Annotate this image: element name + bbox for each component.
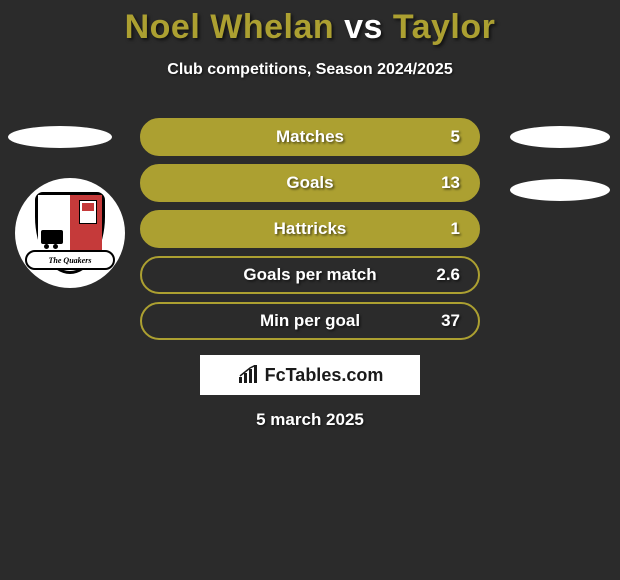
stat-bars: Matches 5 Goals 13 Hattricks 1 Goals per… xyxy=(140,118,480,348)
title-player2: Taylor xyxy=(383,8,495,46)
bar-min-per-goal: Min per goal 37 xyxy=(140,302,480,340)
club-crest: The Quakers xyxy=(15,178,125,288)
bar-label: Goals per match xyxy=(142,265,478,285)
bar-label: Matches xyxy=(142,127,478,147)
bars-icon xyxy=(237,365,261,385)
avatar-placeholder-right-1 xyxy=(510,126,610,148)
page-title: Noel Whelan vs Taylor xyxy=(0,0,620,47)
title-vs: vs xyxy=(344,8,383,46)
crest-ribbon: The Quakers xyxy=(25,250,115,270)
footer-date: 5 march 2025 xyxy=(0,410,620,430)
bar-value: 13 xyxy=(441,173,460,193)
bar-label: Min per goal xyxy=(142,311,478,331)
brand-text: FcTables.com xyxy=(265,365,384,386)
brand-badge: FcTables.com xyxy=(200,355,420,395)
bar-value: 2.6 xyxy=(436,265,460,285)
title-player1: Noel Whelan xyxy=(125,8,344,46)
bar-label: Goals xyxy=(142,173,478,193)
bar-value: 1 xyxy=(451,219,460,239)
bar-goals-per-match: Goals per match 2.6 xyxy=(140,256,480,294)
bar-value: 37 xyxy=(441,311,460,331)
subtitle: Club competitions, Season 2024/2025 xyxy=(0,61,620,79)
avatar-placeholder-right-2 xyxy=(510,179,610,201)
bar-goals: Goals 13 xyxy=(140,164,480,202)
bar-hattricks: Hattricks 1 xyxy=(140,210,480,248)
bar-value: 5 xyxy=(451,127,460,147)
bar-matches: Matches 5 xyxy=(140,118,480,156)
avatar-placeholder-left xyxy=(8,126,112,148)
bar-label: Hattricks xyxy=(142,219,478,239)
